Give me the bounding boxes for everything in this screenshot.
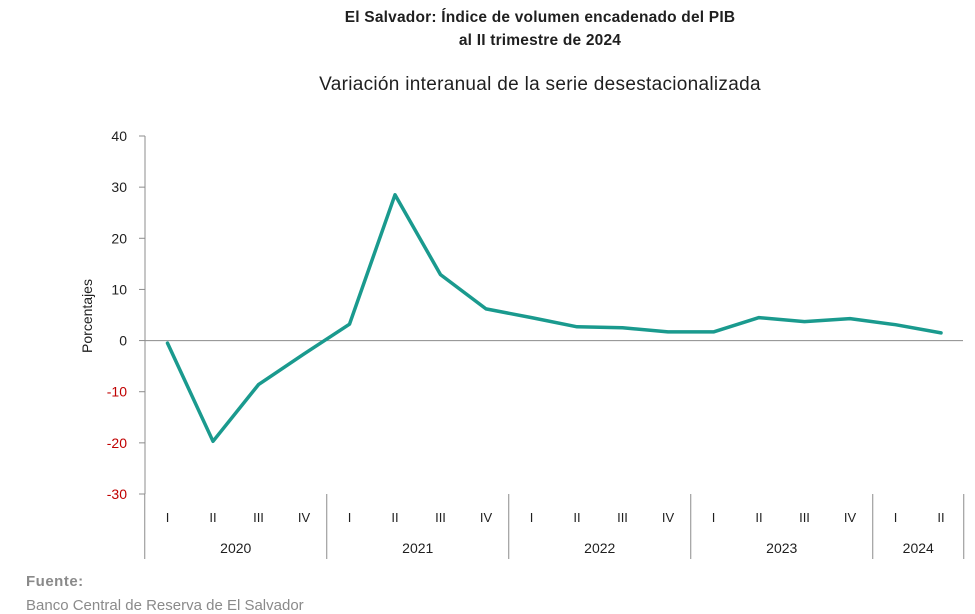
chart-title-line-2: al II trimestre de 2024 xyxy=(458,32,622,49)
x-tick-label: IV xyxy=(662,510,675,525)
x-tick-label: II xyxy=(937,510,944,525)
x-tick-label: II xyxy=(209,510,216,525)
x-tick-label: III xyxy=(799,510,810,525)
series-layer xyxy=(165,193,943,444)
y-tick-label: 40 xyxy=(111,128,127,144)
series-line xyxy=(165,193,943,444)
y-tick-label: 30 xyxy=(111,179,127,195)
x-tick-label: I xyxy=(166,510,170,525)
x-tick-label: IV xyxy=(298,510,311,525)
x-tick-label: I xyxy=(530,510,534,525)
x-tick-label: II xyxy=(573,510,580,525)
x-tick-label: IV xyxy=(844,510,857,525)
chart-subtitle: Variación interanual de la serie desesta… xyxy=(319,74,761,95)
y-axis: 40 30 20 10 0 -10 -20 -30 xyxy=(107,128,146,502)
x-tick-label: II xyxy=(391,510,398,525)
y-tick-label: -30 xyxy=(107,486,127,502)
x-tick-label: I xyxy=(348,510,352,525)
year-label: 2020 xyxy=(220,540,251,556)
year-label: 2024 xyxy=(903,540,934,556)
source-text: Banco Central de Reserva de El Salvador xyxy=(26,597,304,614)
x-tick-label: III xyxy=(253,510,264,525)
y-axis-label: Porcentajes xyxy=(79,279,95,353)
year-label: 2023 xyxy=(766,540,797,556)
x-tick-label: I xyxy=(712,510,716,525)
source-label: Fuente: xyxy=(26,573,84,590)
year-label: 2021 xyxy=(402,540,433,556)
y-tick-label: 10 xyxy=(111,281,127,297)
y-tick-label: -20 xyxy=(107,435,127,451)
y-tick-label: -10 xyxy=(107,384,127,400)
y-tick-label: 20 xyxy=(111,230,127,246)
chart-title: El Salvador: Índice de volumen encadenad… xyxy=(344,9,736,26)
x-tick-label: I xyxy=(894,510,898,525)
x-tick-label: IV xyxy=(480,510,493,525)
x-tick-label: II xyxy=(755,510,762,525)
y-tick-label: 0 xyxy=(119,333,127,349)
x-tick-label: III xyxy=(435,510,446,525)
year-label: 2022 xyxy=(584,540,615,556)
x-tick-label: III xyxy=(617,510,628,525)
